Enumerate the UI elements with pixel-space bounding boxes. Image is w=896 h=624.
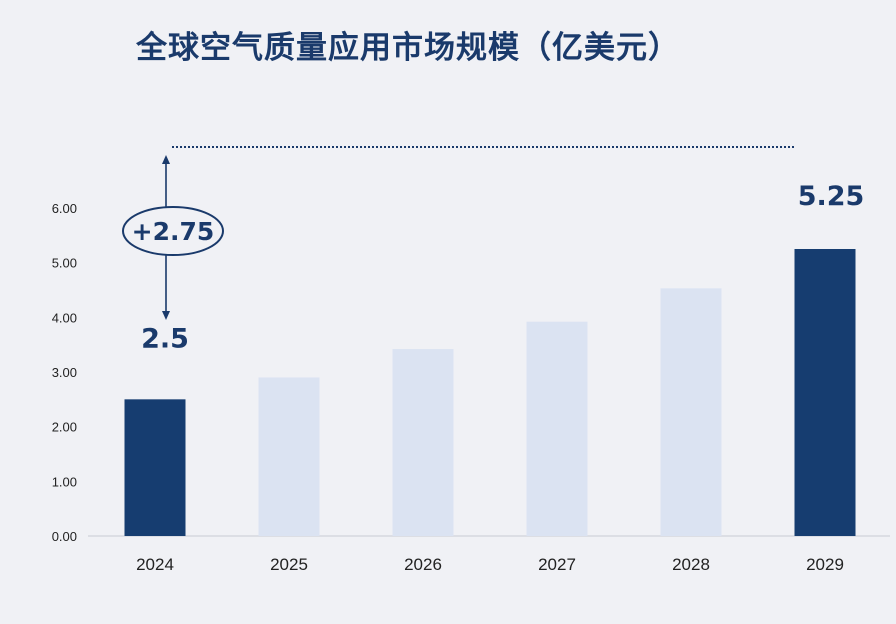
y-tick-label: 6.00 xyxy=(52,201,77,216)
data-labels: 2.5 5.25 xyxy=(141,181,864,354)
bar-2026 xyxy=(392,349,454,536)
bar-2029 xyxy=(794,249,856,536)
y-tick-label: 2.00 xyxy=(52,420,77,435)
delta-label: +2.75 xyxy=(132,217,215,246)
x-tick-label: 2025 xyxy=(270,555,308,574)
bars xyxy=(124,249,856,536)
bar-2024 xyxy=(124,399,186,536)
bar-2027 xyxy=(526,321,588,536)
bar-2028 xyxy=(660,288,722,536)
y-tick-label: 1.00 xyxy=(52,474,77,489)
bar-2025 xyxy=(258,377,320,536)
delta-ellipse xyxy=(122,206,224,256)
x-tick-label: 2028 xyxy=(672,555,710,574)
growth-annotation: +2.75 xyxy=(122,146,796,320)
x-tick-label: 2026 xyxy=(404,555,442,574)
data-label-2029: 5.25 xyxy=(798,181,865,212)
data-label-2024: 2.5 xyxy=(141,323,189,354)
y-axis-ticks: 0.00 1.00 2.00 3.00 4.00 5.00 6.00 xyxy=(52,201,77,544)
y-tick-label: 3.00 xyxy=(52,365,77,380)
arrow-head-up xyxy=(162,155,170,164)
y-tick-label: 4.00 xyxy=(52,310,77,325)
arrow-head-down xyxy=(162,311,170,320)
y-tick-label: 5.00 xyxy=(52,256,77,271)
x-tick-label: 2024 xyxy=(136,555,174,574)
x-axis-labels: 2024 2025 2026 2027 2028 2029 xyxy=(136,555,844,574)
y-tick-label: 0.00 xyxy=(52,529,77,544)
chart-title: 全球空气质量应用市场规模（亿美元） xyxy=(136,30,680,66)
x-tick-label: 2029 xyxy=(806,555,844,574)
x-tick-label: 2027 xyxy=(538,555,576,574)
